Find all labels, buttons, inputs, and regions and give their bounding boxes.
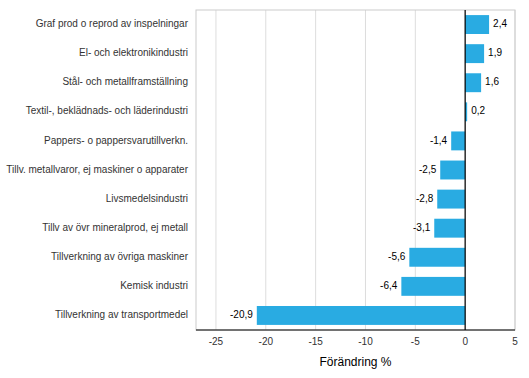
category-label: Tillverkning av transportmedel (55, 309, 188, 320)
x-axis-title: Förändring % (319, 355, 391, 369)
data-label: -2,8 (416, 193, 434, 204)
category-label: Graf prod o reprod av inspelningar (36, 18, 189, 29)
x-tick-label: -15 (308, 336, 323, 347)
y-tick-labels: Tillverkning av transportmedel Kemisk ind… (6, 18, 188, 320)
grid (216, 10, 515, 330)
x-tick-label: -20 (259, 336, 274, 347)
category-label: Textil-, beklädnads- och läderindustri (26, 105, 188, 116)
data-label: 2,4 (493, 18, 507, 29)
bar (437, 190, 465, 209)
x-tick-label: -5 (411, 336, 420, 347)
bar (465, 73, 481, 92)
bar (465, 15, 489, 34)
category-label: Kemisk industri (120, 280, 188, 291)
bar (257, 306, 465, 325)
x-axis-line (196, 330, 515, 331)
plot-frame (196, 10, 515, 330)
grid-line (265, 10, 266, 330)
zero-line (465, 10, 466, 330)
category-label: Tillv av övr mineralprod, ej metall (42, 222, 188, 233)
grid-line (365, 10, 366, 330)
data-label: -1,4 (430, 135, 448, 146)
data-label: -6,4 (380, 280, 398, 291)
x-tick-labels: -25 -20 -15 -10 -5 0 5 (209, 336, 519, 347)
bars (257, 15, 489, 325)
category-label: Pappers- o pappersvarutillverkn. (44, 135, 188, 146)
chart: Tillverkning av transportmedel Kemisk ind… (0, 0, 529, 378)
category-label: Tillv. metallvaror, ej maskiner o appara… (6, 164, 188, 175)
bar (401, 277, 465, 296)
data-label: -2,5 (419, 164, 437, 175)
x-tick-label: -25 (209, 336, 224, 347)
grid-line (465, 10, 466, 330)
bar (451, 131, 465, 150)
data-label: 0,2 (471, 105, 485, 116)
bar (465, 44, 484, 63)
category-label: Tillverkning av övriga maskiner (51, 251, 189, 262)
bar (440, 161, 465, 180)
category-label: El- och elektronikindustri (79, 47, 188, 58)
data-label: -5,6 (388, 251, 406, 262)
data-label: 1,9 (488, 47, 502, 58)
data-label: 1,6 (485, 76, 499, 87)
data-label: -20,9 (230, 309, 253, 320)
data-labels: -20,9 -6,4 -5,6 -3,1 -2,8 -2,5 -1,4 0,2 1,6 1,9 2,… (230, 18, 507, 320)
chart-container: Tillverkning av transportmedel Kemisk ind… (0, 0, 529, 378)
x-tick-label: 5 (512, 336, 518, 347)
x-tick-label: 0 (462, 336, 468, 347)
x-tick-label: -10 (358, 336, 373, 347)
category-label: Stål- och metallframställning (62, 76, 188, 87)
bar (409, 248, 465, 267)
bar (434, 219, 465, 238)
data-label: -3,1 (413, 222, 431, 233)
category-label: Livsmedelsindustri (106, 193, 188, 204)
grid-line (315, 10, 316, 330)
grid-line (215, 10, 216, 330)
